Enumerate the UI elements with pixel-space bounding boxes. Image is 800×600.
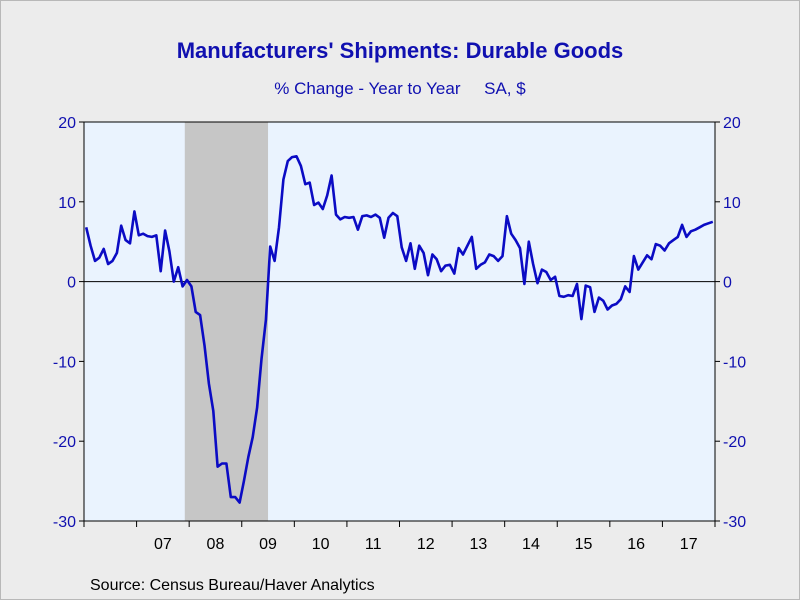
x-tick-label: 13: [469, 536, 487, 553]
x-tick-label: 16: [627, 536, 645, 553]
x-tick-label: 08: [207, 536, 225, 553]
x-tick-label: 07: [154, 536, 172, 553]
x-tick-label: 10: [312, 536, 330, 553]
y-tick-label-left: 20: [58, 115, 76, 132]
x-tick-label: 09: [259, 536, 277, 553]
y-tick-label-left: -20: [53, 434, 76, 451]
source-note: Source: Census Bureau/Haver Analytics: [90, 577, 375, 594]
y-tick-label-right: 10: [723, 195, 741, 212]
x-tick-label: 14: [522, 536, 540, 553]
chart-title: Manufacturers' Shipments: Durable Goods: [176, 38, 624, 63]
y-tick-label-left: 0: [67, 275, 76, 292]
plot-border: [83, 121, 716, 522]
y-tick-label-left: -30: [53, 514, 76, 531]
y-tick-label-left: -10: [53, 354, 76, 371]
y-tick-label-right: -10: [723, 354, 746, 371]
y-tick-label-right: -20: [723, 434, 746, 451]
series-line: [84, 155, 714, 504]
y-tick-label-right: -30: [723, 514, 746, 531]
y-tick-label-left: 10: [58, 195, 76, 212]
x-tick-label: 11: [365, 536, 382, 553]
chart-subtitle: % Change - Year to Year SA, $: [274, 79, 526, 98]
y-tick-label-right: 20: [723, 115, 741, 132]
x-tick-label: 17: [680, 536, 698, 553]
x-tick-label: 12: [417, 536, 435, 553]
y-tick-label-right: 0: [723, 275, 732, 292]
x-tick-label: 15: [575, 536, 593, 553]
recession-band: [184, 122, 269, 521]
plot-area: [84, 122, 715, 521]
